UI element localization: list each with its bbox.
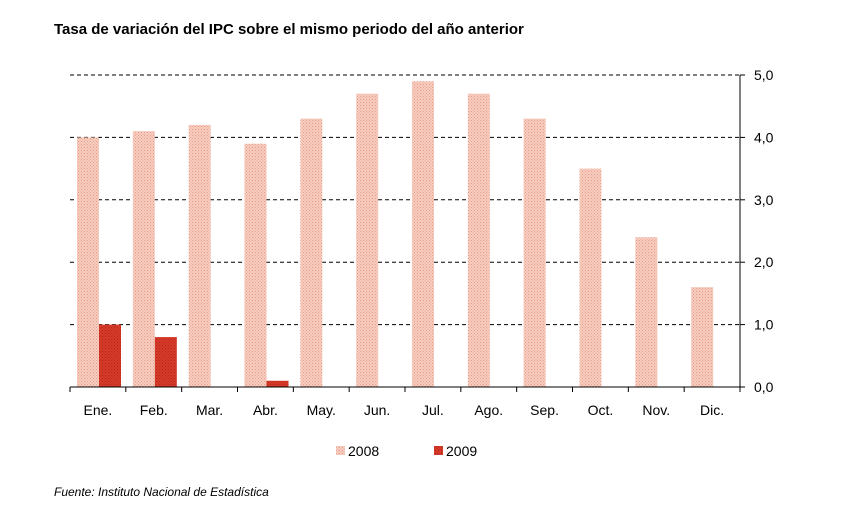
bar-2008-Abr.: [244, 143, 267, 387]
y-tick-label: 1,0: [754, 317, 774, 333]
bar-2008-Jul.: [412, 81, 434, 388]
x-tick-label: Ene.: [84, 402, 113, 418]
bar-2008-Ago.: [467, 93, 490, 387]
y-tick-label: 2,0: [754, 254, 774, 270]
bar-2008-Feb.: [132, 131, 155, 387]
bar-2008-Dic.: [691, 287, 714, 387]
y-tick-label: 5,0: [754, 67, 774, 83]
x-tick-label: May.: [307, 402, 336, 418]
legend-swatch-2009: [434, 446, 443, 455]
bar-2009-Ene.: [99, 324, 121, 387]
x-tick-label: Ago.: [474, 402, 503, 418]
legend-label-2009: 2009: [446, 443, 477, 459]
x-tick-label: Feb.: [140, 402, 168, 418]
source-note: Fuente: Instituto Nacional de Estadístic…: [54, 485, 269, 499]
bar-2008-Ene.: [77, 137, 99, 387]
chart-title: Tasa de variación del IPC sobre el mismo…: [54, 21, 524, 38]
x-tick-label: Oct.: [588, 402, 614, 418]
legend-label-2008: 2008: [348, 443, 379, 459]
bar-2008-Oct.: [579, 168, 602, 387]
x-tick-label: Mar.: [196, 402, 223, 418]
bar-2009-Feb.: [154, 337, 177, 387]
x-tick-label: Jul.: [422, 402, 444, 418]
legend: 2008 2009: [336, 443, 477, 459]
y-tick-label: 3,0: [754, 192, 774, 208]
x-tick-label: Jun.: [364, 402, 390, 418]
bar-2008-May.: [300, 118, 323, 388]
bar-2008-Sep.: [523, 118, 546, 388]
legend-swatch-2008: [336, 446, 345, 455]
bars: [77, 81, 714, 388]
y-tick-label: 0,0: [754, 379, 774, 395]
y-tick-label: 4,0: [754, 129, 774, 145]
x-tick-label: Sep.: [530, 402, 559, 418]
x-tick-label: Nov.: [642, 402, 670, 418]
x-tick-label: Dic.: [700, 402, 724, 418]
axes: 0,0 1,0 2,0 3,0 4,0 5,0 Ene. Feb. Mar. Abr. May. Ju…: [69, 67, 774, 418]
bar-2008-Jun.: [356, 93, 379, 387]
bar-2008-Mar.: [188, 124, 211, 388]
bar-2008-Nov.: [635, 237, 658, 387]
x-tick-label: Abr.: [253, 402, 278, 418]
bar-2009-Abr.: [266, 380, 289, 387]
